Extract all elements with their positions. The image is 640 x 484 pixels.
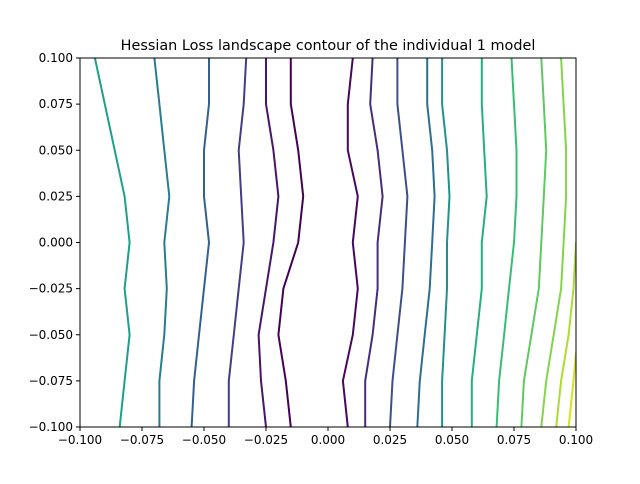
x-tick-label: 0.075	[497, 433, 531, 447]
contour-level-16	[555, 241, 576, 427]
y-tick-label: −0.075	[29, 374, 73, 388]
x-tick-label: 0.100	[559, 433, 593, 447]
contour-level-14	[520, 58, 548, 427]
y-tick-label: −0.025	[29, 282, 73, 296]
x-tick-label: −0.050	[182, 433, 226, 447]
x-tick-label: −0.075	[120, 433, 164, 447]
x-axis: −0.100 −0.075 −0.050 −0.025 0.000 0.025 0.050 0…	[58, 427, 593, 447]
contour-lines	[93, 58, 576, 427]
contour-level-8	[416, 58, 436, 427]
contour-level-9	[153, 58, 171, 427]
contour-level-1	[277, 58, 305, 427]
y-tick-label: −0.100	[29, 420, 73, 434]
y-tick-label: 0.050	[39, 143, 73, 157]
contour-level-4	[364, 58, 384, 427]
contour-level-3	[257, 58, 280, 427]
contour-level-17	[567, 352, 576, 427]
contour-level-15	[540, 58, 568, 427]
y-tick-label: 0.025	[39, 189, 73, 203]
y-tick-label: −0.050	[29, 328, 73, 342]
y-tick-label: 0.075	[39, 97, 73, 111]
contour-level-6	[389, 58, 409, 427]
contour-level-5	[227, 58, 248, 427]
contour-level-10	[441, 58, 451, 427]
contour-level-13	[495, 58, 518, 427]
y-axis: −0.100 −0.075 −0.050 −0.025 0.000 0.025 0.050 0…	[29, 51, 80, 434]
contour-level-11	[93, 58, 131, 427]
y-tick-label: 0.100	[39, 51, 73, 65]
x-tick-label: 0.025	[373, 433, 407, 447]
contour-level-2	[341, 58, 359, 427]
x-tick-label: −0.100	[58, 433, 102, 447]
x-tick-label: 0.000	[311, 433, 345, 447]
contour-level-7	[190, 58, 210, 427]
chart-title: Hessian Loss landscape contour of the in…	[121, 38, 536, 54]
contour-level-12	[470, 58, 488, 427]
plot-frame	[79, 57, 577, 428]
x-tick-label: −0.025	[244, 433, 288, 447]
x-tick-label: 0.050	[435, 433, 469, 447]
y-tick-label: 0.000	[39, 236, 73, 250]
